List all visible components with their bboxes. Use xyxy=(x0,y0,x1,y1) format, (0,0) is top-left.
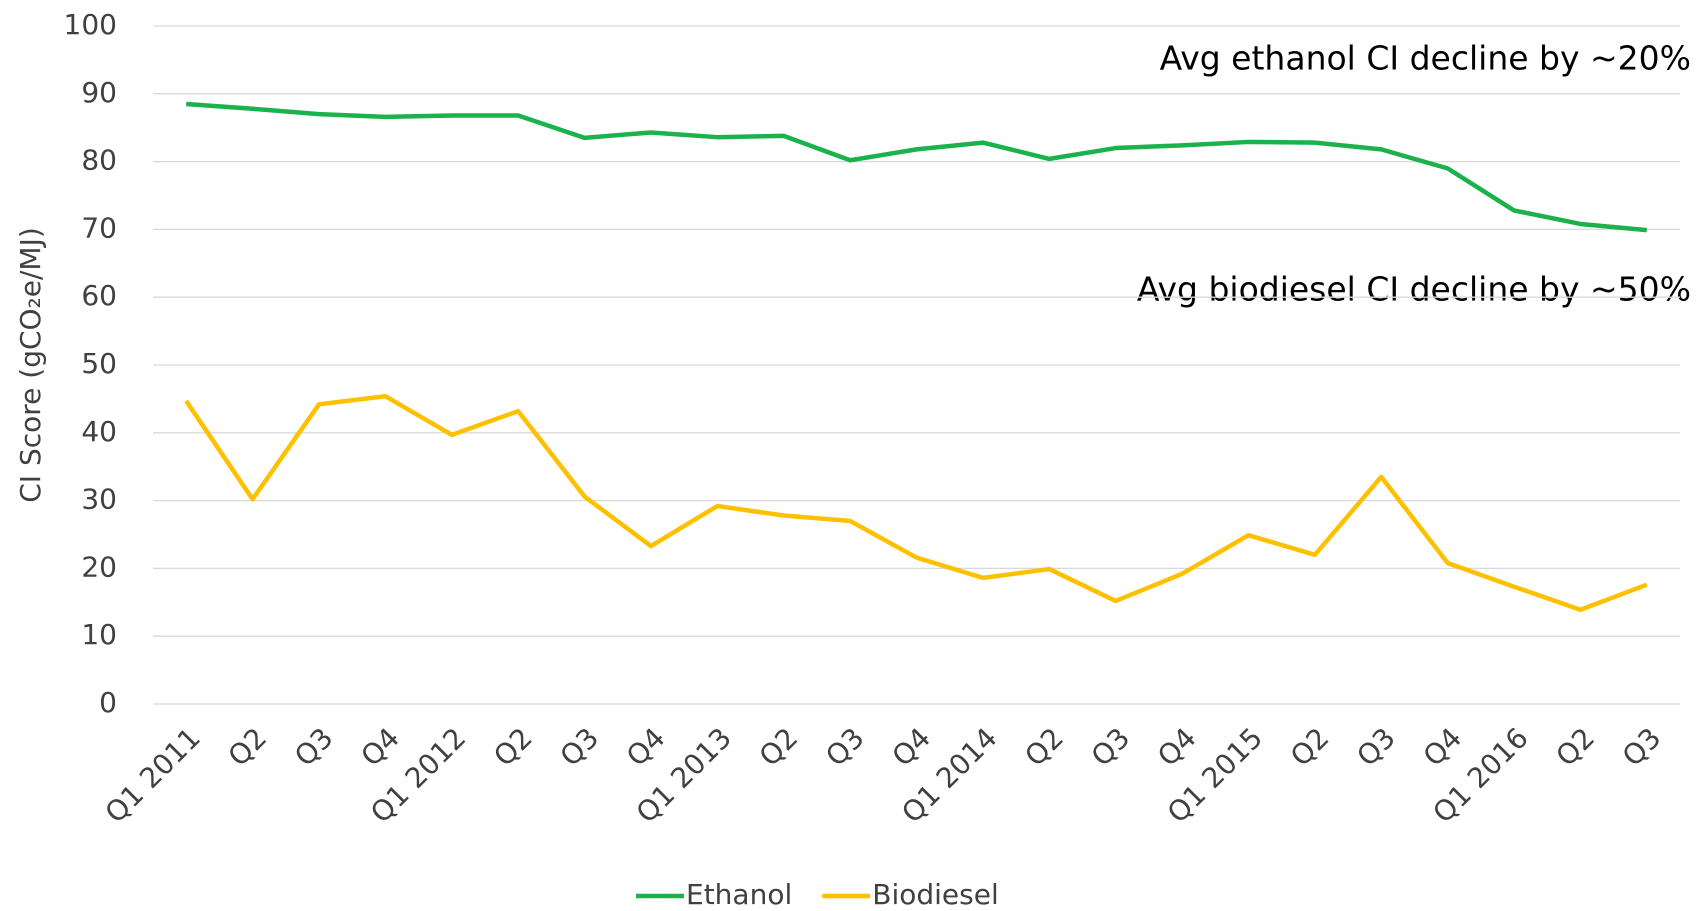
x-tick-label: Q4 xyxy=(354,721,406,773)
y-tick-label: 60 xyxy=(81,279,117,312)
x-tick-label: Q2 xyxy=(1018,721,1070,773)
annotation: Avg ethanol CI decline by ~20% xyxy=(1160,39,1691,78)
x-tick-label: Q4 xyxy=(620,721,672,773)
x-tick-label: Q4 xyxy=(886,721,938,773)
x-tick-label: Q4 xyxy=(1417,721,1469,773)
x-tick-label: Q2 xyxy=(1550,721,1602,773)
legend-label: Biodiesel xyxy=(872,878,999,911)
x-tick-label: Q3 xyxy=(819,721,871,773)
x-tick-label: Q3 xyxy=(1085,721,1137,773)
y-tick-label: 100 xyxy=(64,8,117,41)
y-tick-label: 40 xyxy=(81,415,117,448)
y-tick-label: 50 xyxy=(81,347,117,380)
y-tick-label: 30 xyxy=(81,483,117,516)
x-tick-label: Q3 xyxy=(288,721,340,773)
y-axis-label: CI Score (gCO₂e/MJ) xyxy=(14,227,47,503)
line-series xyxy=(186,101,1648,233)
annotation: Avg biodiesel CI decline by ~50% xyxy=(1137,270,1691,309)
y-tick-label: 80 xyxy=(81,144,117,177)
x-tick-label: Q4 xyxy=(1151,721,1203,773)
legend-label: Ethanol xyxy=(686,878,792,911)
x-tick-label: Q2 xyxy=(1284,721,1336,773)
line-series xyxy=(184,393,1648,613)
y-tick-label: 10 xyxy=(81,618,117,651)
y-tick-label: 90 xyxy=(81,76,117,109)
x-tick-label: Q3 xyxy=(554,721,606,773)
y-tick-label: 0 xyxy=(99,686,117,719)
y-tick-label: 70 xyxy=(81,211,117,244)
x-tick-label: Q3 xyxy=(1350,721,1402,773)
x-tick-label: Q2 xyxy=(753,721,805,773)
y-tick-label: 20 xyxy=(81,550,117,583)
x-tick-label: Q2 xyxy=(487,721,539,773)
x-tick-label: Q2 xyxy=(222,721,274,773)
x-tick-label: Q3 xyxy=(1616,721,1668,773)
x-tick-label: Q1 2011 xyxy=(99,721,207,829)
